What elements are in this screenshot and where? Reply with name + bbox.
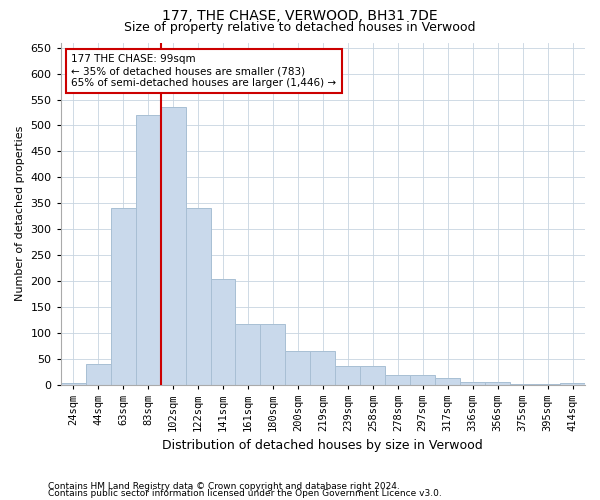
Bar <box>485 382 510 384</box>
Bar <box>410 376 435 384</box>
Bar <box>185 208 211 384</box>
Text: Size of property relative to detached houses in Verwood: Size of property relative to detached ho… <box>124 21 476 34</box>
Text: Contains public sector information licensed under the Open Government Licence v3: Contains public sector information licen… <box>48 490 442 498</box>
Y-axis label: Number of detached properties: Number of detached properties <box>15 126 25 302</box>
Bar <box>286 351 310 384</box>
Text: 177 THE CHASE: 99sqm
← 35% of detached houses are smaller (783)
65% of semi-deta: 177 THE CHASE: 99sqm ← 35% of detached h… <box>71 54 337 88</box>
Bar <box>310 351 335 384</box>
Bar <box>61 383 86 384</box>
Bar <box>335 366 361 384</box>
Bar <box>161 108 185 384</box>
Bar <box>385 376 410 384</box>
Bar <box>361 366 385 384</box>
Bar <box>435 378 460 384</box>
Bar <box>211 280 235 384</box>
Bar <box>136 115 161 384</box>
Bar <box>110 208 136 384</box>
Bar <box>86 364 110 384</box>
Bar <box>560 383 585 384</box>
Bar <box>235 324 260 384</box>
X-axis label: Distribution of detached houses by size in Verwood: Distribution of detached houses by size … <box>163 440 483 452</box>
Bar <box>260 324 286 384</box>
Text: Contains HM Land Registry data © Crown copyright and database right 2024.: Contains HM Land Registry data © Crown c… <box>48 482 400 491</box>
Bar <box>460 382 485 384</box>
Text: 177, THE CHASE, VERWOOD, BH31 7DE: 177, THE CHASE, VERWOOD, BH31 7DE <box>162 9 438 23</box>
